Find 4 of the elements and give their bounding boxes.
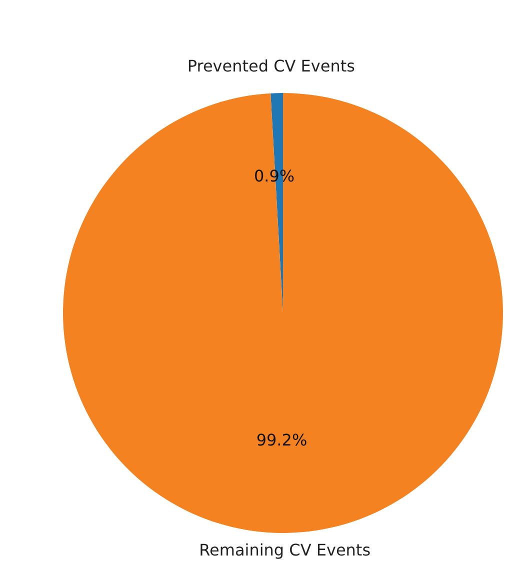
slice-label: Prevented CV Events — [187, 56, 355, 76]
pie-slice — [63, 93, 503, 533]
data-label: 99.2% — [256, 430, 308, 450]
slice-label: Remaining CV Events — [199, 540, 371, 560]
